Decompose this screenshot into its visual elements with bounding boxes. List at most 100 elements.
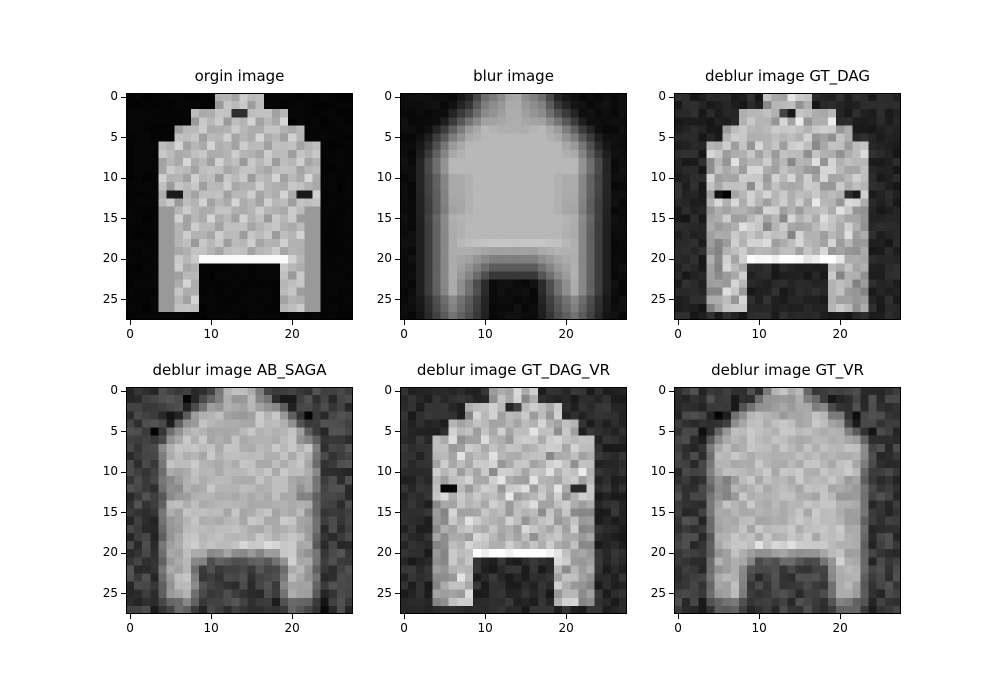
y-tick-label: 15 bbox=[650, 504, 666, 519]
y-tick bbox=[395, 593, 400, 595]
x-tick-label: 10 bbox=[477, 621, 493, 635]
x-tick bbox=[484, 320, 486, 325]
x-tick bbox=[210, 614, 212, 619]
y-tick-label: 0 bbox=[110, 89, 118, 104]
y-tick-label: 15 bbox=[102, 210, 118, 225]
x-tick-label: 20 bbox=[558, 621, 574, 635]
x-tick-label: 20 bbox=[284, 327, 300, 341]
x-tick-label: 10 bbox=[477, 327, 493, 341]
y-tick bbox=[121, 258, 126, 260]
x-tick-label: 0 bbox=[400, 327, 408, 341]
y-tick-label: 0 bbox=[110, 383, 118, 398]
x-tick bbox=[677, 320, 679, 325]
y-tick bbox=[121, 512, 126, 514]
panel-title: deblur image GT_DAG_VR bbox=[416, 361, 611, 379]
x-tick-label: 0 bbox=[674, 621, 682, 635]
y-tick-label: 10 bbox=[650, 170, 666, 185]
y-tick-label: 20 bbox=[102, 545, 118, 560]
y-tick-label: 10 bbox=[102, 464, 118, 479]
x-tick-label: 10 bbox=[203, 621, 219, 635]
y-tick-label: 5 bbox=[658, 129, 666, 144]
x-tick-label: 0 bbox=[126, 621, 134, 635]
y-tick bbox=[395, 471, 400, 473]
image-panel: blur image 0 10 20 0 5 10 15 20 25 bbox=[377, 67, 627, 341]
panel-title: deblur image AB_SAGA bbox=[152, 361, 327, 379]
y-tick-label: 5 bbox=[384, 423, 392, 438]
y-tick-label: 15 bbox=[650, 210, 666, 225]
y-tick-label: 10 bbox=[376, 464, 392, 479]
y-tick-label: 15 bbox=[376, 504, 392, 519]
x-tick bbox=[129, 614, 131, 619]
y-tick-label: 0 bbox=[384, 89, 392, 104]
y-tick bbox=[395, 137, 400, 139]
panel-title: orgin image bbox=[194, 67, 285, 85]
y-tick bbox=[669, 431, 674, 433]
x-tick bbox=[210, 320, 212, 325]
y-tick bbox=[121, 218, 126, 220]
x-tick bbox=[565, 320, 567, 325]
image-panel: orgin image 0 10 20 0 5 10 15 20 25 bbox=[103, 67, 353, 341]
axes-frame bbox=[400, 387, 627, 614]
y-tick-label: 25 bbox=[650, 291, 666, 306]
x-tick bbox=[291, 614, 293, 619]
y-tick bbox=[395, 390, 400, 392]
y-tick-label: 5 bbox=[658, 423, 666, 438]
x-tick bbox=[129, 320, 131, 325]
x-tick-label: 20 bbox=[284, 621, 300, 635]
axes-frame bbox=[126, 93, 353, 320]
y-tick-label: 20 bbox=[376, 545, 392, 560]
panel-title: deblur image GT_VR bbox=[711, 361, 864, 379]
axes-frame bbox=[400, 93, 627, 320]
y-tick-label: 10 bbox=[376, 170, 392, 185]
x-tick-label: 20 bbox=[558, 327, 574, 341]
y-tick bbox=[669, 96, 674, 98]
y-tick-label: 0 bbox=[658, 89, 666, 104]
y-tick-label: 20 bbox=[376, 251, 392, 266]
image-heatmap bbox=[674, 387, 901, 614]
y-tick-label: 25 bbox=[376, 291, 392, 306]
y-tick bbox=[395, 552, 400, 554]
x-tick bbox=[758, 614, 760, 619]
y-tick bbox=[121, 593, 126, 595]
y-tick bbox=[121, 137, 126, 139]
image-panel: deblur image GT_DAG_VR 0 10 20 0 5 10 15 20 25 bbox=[377, 361, 627, 635]
y-tick bbox=[395, 177, 400, 179]
y-tick-label: 5 bbox=[110, 129, 118, 144]
x-tick-label: 0 bbox=[126, 327, 134, 341]
y-tick bbox=[669, 258, 674, 260]
image-heatmap bbox=[674, 93, 901, 320]
y-tick bbox=[669, 137, 674, 139]
y-tick bbox=[669, 593, 674, 595]
panel-title: deblur image GT_DAG bbox=[704, 67, 871, 85]
y-tick bbox=[395, 218, 400, 220]
x-tick bbox=[484, 614, 486, 619]
y-tick-label: 20 bbox=[102, 251, 118, 266]
y-tick-label: 20 bbox=[650, 251, 666, 266]
y-tick bbox=[669, 218, 674, 220]
y-tick bbox=[395, 299, 400, 301]
y-tick bbox=[669, 299, 674, 301]
y-tick bbox=[669, 552, 674, 554]
image-panel: deblur image GT_DAG 0 10 20 0 5 10 15 20 25 bbox=[651, 67, 901, 341]
x-tick-label: 10 bbox=[751, 327, 767, 341]
y-tick bbox=[395, 512, 400, 514]
y-tick-label: 25 bbox=[102, 291, 118, 306]
x-tick bbox=[565, 614, 567, 619]
y-tick bbox=[121, 471, 126, 473]
y-tick bbox=[121, 390, 126, 392]
axes-frame bbox=[126, 387, 353, 614]
image-panel: deblur image GT_VR 0 10 20 0 5 10 15 20 25 bbox=[651, 361, 901, 635]
y-tick bbox=[121, 552, 126, 554]
y-tick-label: 15 bbox=[102, 504, 118, 519]
x-tick bbox=[291, 320, 293, 325]
y-tick bbox=[121, 96, 126, 98]
image-heatmap bbox=[126, 387, 353, 614]
x-tick bbox=[839, 320, 841, 325]
y-tick bbox=[669, 177, 674, 179]
y-tick bbox=[669, 512, 674, 514]
x-tick bbox=[403, 320, 405, 325]
y-tick-label: 10 bbox=[102, 170, 118, 185]
y-tick-label: 5 bbox=[384, 129, 392, 144]
x-tick bbox=[839, 614, 841, 619]
